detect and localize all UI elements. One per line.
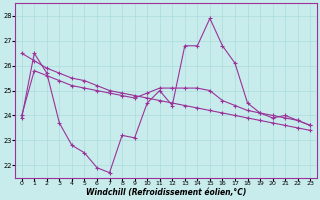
X-axis label: Windchill (Refroidissement éolien,°C): Windchill (Refroidissement éolien,°C) — [86, 188, 246, 197]
